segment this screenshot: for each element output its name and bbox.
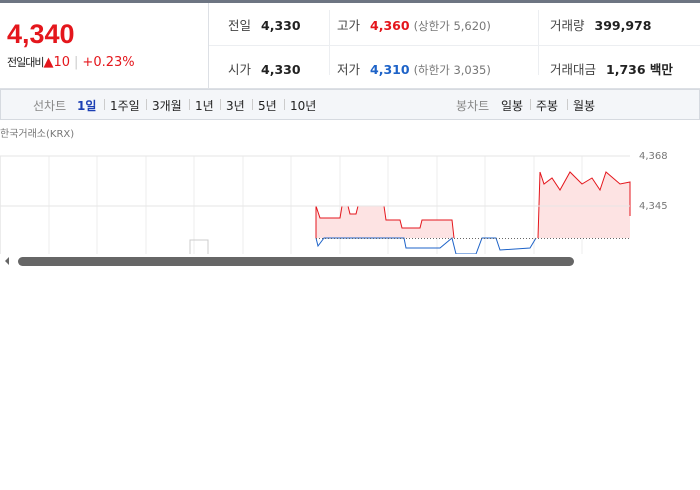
change-label: 전일대비 [7, 56, 44, 69]
stat-note: (하한가 3,035) [413, 63, 491, 77]
tab-divider [220, 99, 221, 110]
col-divider [329, 10, 330, 75]
stat-value: 1,736 백만 [606, 62, 673, 77]
tab[interactable]: 5년 [258, 99, 277, 113]
tab-header: 봉차트 [456, 99, 490, 113]
up-area [538, 172, 630, 238]
stat-value: 399,978 [594, 18, 652, 33]
tab[interactable]: 3년 [226, 99, 245, 113]
row-divider [209, 45, 700, 46]
price: 4,340 [7, 19, 75, 49]
tab[interactable]: 일봉 [501, 99, 524, 113]
chart-source: 한국거래소(KRX) [0, 128, 74, 140]
separator: | [74, 55, 79, 70]
quote-box: 4,340 전일대비▲10 | +0.23% [0, 3, 209, 89]
tab-divider [284, 99, 285, 110]
change: 전일대비▲10 | +0.23% [7, 54, 135, 70]
plot [0, 155, 631, 254]
scroll-thumb[interactable] [18, 257, 574, 266]
stat-label: 고가 [337, 18, 361, 33]
tab-divider [146, 99, 147, 110]
stat-value: 4,360 [370, 18, 410, 33]
tab[interactable]: 10년 [290, 99, 317, 113]
stat-label: 저가 [337, 62, 361, 77]
y-tick-label: 4,345 [639, 201, 668, 212]
y-tick-label: 4,368 [639, 151, 668, 162]
tab[interactable]: 1주일 [110, 99, 140, 113]
stat-label: 시가 [228, 62, 252, 77]
stat-note: (상한가 5,620) [413, 19, 491, 33]
tab-divider [189, 99, 190, 110]
tab[interactable]: 1일 [77, 99, 97, 113]
tab-divider [104, 99, 105, 110]
tab[interactable]: 월봉 [573, 99, 596, 113]
stat-label: 거래량 [550, 18, 585, 33]
stats: 전일 4,330 고가 4,360 (상한가 5,620) 거래량 399,978 시가 4,3… [209, 3, 700, 89]
stat-label: 거래대금 [550, 62, 597, 77]
tab-divider [530, 99, 531, 110]
tab[interactable]: 주봉 [536, 99, 559, 113]
scroll-left[interactable] [5, 257, 9, 265]
tab-divider [252, 99, 253, 110]
change-rate: +0.23% [82, 55, 135, 70]
up-line [537, 171, 631, 239]
tab-header: 선차트 [33, 99, 67, 113]
stat-value: 4,310 [370, 62, 410, 77]
top-border [0, 0, 700, 3]
stat: 거래량 399,978 [550, 15, 651, 34]
chart: 한국거래소(KRX) 4,368 4,345 [0, 128, 700, 268]
up-arrow: ▲ [43, 55, 54, 70]
scrollbar[interactable] [0, 254, 700, 268]
stat: 저가 4,310 (하한가 3,035) [337, 59, 491, 78]
stat-value: 4,330 [261, 62, 301, 77]
col-divider [538, 10, 539, 75]
stat: 시가 4,330 [228, 59, 301, 78]
tab-divider [567, 99, 568, 110]
change-value: 10 [53, 55, 71, 70]
tab[interactable]: 3개월 [152, 99, 182, 113]
prev-line [189, 239, 209, 254]
chart-tabs: 선차트 1일 1주일 3개월 1년 3년 5년 10년 봉차트 일봉 주봉 월봉 [0, 89, 700, 120]
stat: 거래대금 1,736 백만 [550, 59, 673, 78]
stat: 고가 4,360 (상한가 5,620) [337, 15, 491, 34]
stat-label: 전일 [228, 18, 252, 33]
down-line [315, 237, 537, 254]
v-grid [0, 156, 583, 254]
stat: 전일 4,330 [228, 15, 301, 34]
stat-value: 4,330 [261, 18, 301, 33]
tab[interactable]: 1년 [195, 99, 214, 113]
